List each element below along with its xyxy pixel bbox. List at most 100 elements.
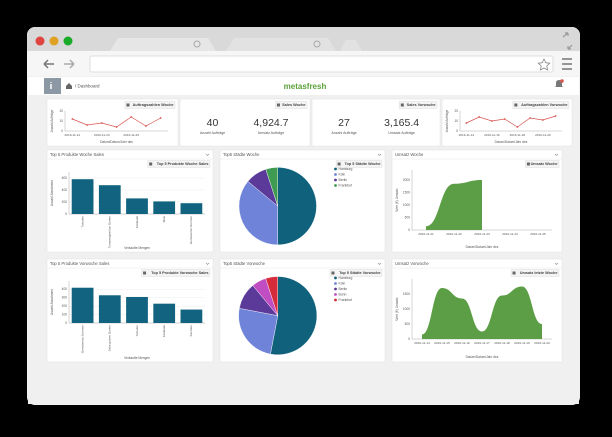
- x-axis-title: Verkaufte Mengen: [124, 246, 150, 250]
- widget-button-label[interactable]: Sales Vorwoche: [407, 103, 436, 107]
- widget-button-icon: [512, 271, 516, 275]
- x-tick-label: 2016-11-14: [414, 341, 430, 345]
- home-icon[interactable]: [66, 83, 72, 89]
- back-button[interactable]: [43, 59, 54, 69]
- y-tick-label: 200: [62, 304, 68, 308]
- address-bar[interactable]: [89, 55, 554, 73]
- kpi-value: 4,924.7: [253, 117, 288, 129]
- widget-button-icon: [149, 162, 153, 166]
- widget-button-label[interactable]: Top 5 Städte Woche: [345, 162, 381, 166]
- legend-swatch: [334, 287, 337, 291]
- x-tick-label: 2016-11-22: [446, 232, 462, 236]
- x-axis-title: Datum/Datum/Jahr des: [466, 245, 499, 249]
- widget-button-icon: [337, 162, 341, 166]
- legend-label: Berlin: [339, 287, 348, 291]
- bar: [180, 203, 203, 214]
- x-tick-label: 2016-11-20: [534, 341, 550, 345]
- menu-toggle[interactable]: [44, 78, 61, 94]
- x-tick-label: 2016-11-19: [514, 341, 530, 345]
- data-point: [145, 125, 147, 127]
- widget-button[interactable]: [525, 160, 560, 168]
- y-tick-label: 2000: [403, 178, 410, 182]
- bookmark-star[interactable]: [537, 58, 551, 71]
- widget-button-icon: [126, 103, 130, 107]
- widget-button-icon: [276, 103, 280, 107]
- widget-collapse[interactable]: [554, 153, 559, 156]
- y-tick-label: 500: [405, 215, 411, 219]
- widget-button[interactable]: [329, 269, 383, 277]
- widget-button-label[interactable]: Top 5 Produkte Vorwoche Sales: [151, 271, 208, 275]
- x-tick-label: 2016-11-15: [434, 341, 450, 345]
- widget-collapse[interactable]: [205, 153, 210, 156]
- tab[interactable]: [226, 38, 336, 51]
- tab-close[interactable]: [313, 40, 321, 48]
- y-axis-title: Anzahl Aufträge: [50, 110, 54, 133]
- maximize-button[interactable]: [63, 36, 73, 46]
- widget-title: Umsatz Woche: [395, 152, 424, 157]
- y-axis-title: Anzahl Abnahmen: [50, 180, 54, 206]
- widget-button[interactable]: [399, 101, 438, 109]
- y-axis-title: Anzahl Aufträge: [445, 110, 449, 133]
- widget-button-label[interactable]: Top 5 Städte Vorwoche: [339, 271, 380, 275]
- x-tick-label: Gemüsemix Sommer: [189, 216, 193, 244]
- x-tick-label: 2016-11-24: [502, 232, 518, 236]
- y-tick-label: 1500: [403, 292, 410, 296]
- app-header: [28, 77, 579, 95]
- legend-swatch: [334, 178, 337, 182]
- widget-collapse[interactable]: [377, 153, 382, 156]
- data-point: [478, 116, 481, 118]
- y-tick-label: 1000: [403, 307, 410, 311]
- widget-collapse[interactable]: [554, 262, 559, 265]
- widget-collapse[interactable]: [377, 262, 382, 265]
- y-tick-label: 0: [408, 228, 410, 232]
- pie-slice: [277, 167, 317, 246]
- widget-button[interactable]: [510, 269, 560, 277]
- data-point: [516, 126, 519, 128]
- widget-button-icon: [400, 103, 404, 107]
- new-tab[interactable]: [340, 40, 362, 51]
- widget-button[interactable]: [141, 269, 211, 277]
- data-point: [554, 115, 557, 117]
- menu-button[interactable]: [562, 58, 572, 70]
- legend-label: Hamburg: [339, 276, 353, 280]
- x-tick-label: Tomaten: [80, 216, 84, 228]
- widget-title: Top5 Städte Vorwoche: [223, 261, 266, 266]
- y-axis-title: Wert (€) Umsatz: [395, 297, 399, 321]
- y-tick-label: 100: [62, 312, 68, 316]
- x-tick-label: Mais: [162, 216, 166, 223]
- y-axis-title: Anzahl Abnahmen: [50, 289, 54, 315]
- widget-button[interactable]: [335, 160, 383, 168]
- x-axis-title: Datum/Datum/Jahr des: [495, 140, 528, 144]
- y-tick-label: 0: [408, 337, 410, 341]
- x-tick-label: Feldsalat: [162, 325, 166, 337]
- data-point: [541, 119, 544, 121]
- widget-button[interactable]: [124, 101, 176, 109]
- tab[interactable]: [110, 38, 216, 51]
- widget-button-label[interactable]: Auftragszahlen Vorwoche: [521, 103, 567, 107]
- close-button[interactable]: [35, 36, 45, 46]
- widget-button[interactable]: [512, 101, 570, 109]
- widget-button[interactable]: [275, 101, 308, 109]
- widget-button-label[interactable]: Umsatz letzte Woche: [520, 271, 558, 275]
- widget-button-icon: [143, 271, 147, 275]
- fullscreen-icon[interactable]: [562, 32, 573, 50]
- breadcrumb[interactable]: / Dashboard: [75, 84, 100, 89]
- widget-button-label[interactable]: Top 5 Produkte Woche Sales: [157, 162, 209, 166]
- kpi-label: Anzahl Aufträge: [331, 131, 356, 135]
- tab-close[interactable]: [193, 40, 201, 48]
- x-tick-label: 2016-11-16: [484, 133, 500, 137]
- forward-button[interactable]: [64, 59, 75, 69]
- minimize-button[interactable]: [49, 36, 59, 46]
- widget-button-label[interactable]: Auftragszahlen Woche: [133, 103, 174, 107]
- widget-button[interactable]: [147, 160, 211, 168]
- widget-button-label[interactable]: Sales Woche: [282, 103, 305, 107]
- bar: [71, 287, 94, 323]
- widget-button-label[interactable]: Umsatz Woche: [531, 162, 558, 166]
- x-axis-title: Datum/Datum/Jahr des: [100, 140, 133, 144]
- widget-collapse[interactable]: [205, 262, 210, 265]
- x-tick-label: Karotten: [189, 325, 193, 337]
- legend-label: Frankfurt: [339, 298, 353, 302]
- widget-button-icon: [526, 162, 530, 166]
